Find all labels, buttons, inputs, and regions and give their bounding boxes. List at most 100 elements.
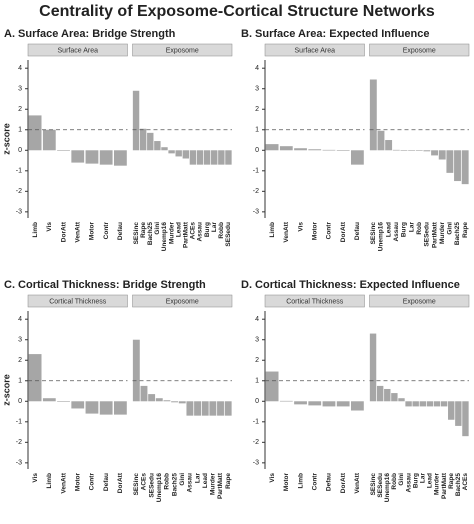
x-tick-label: ACEs: [141, 473, 148, 491]
bar: [265, 144, 279, 151]
y-tick-label: 0: [255, 398, 259, 405]
x-tick-label: Motor: [89, 222, 96, 241]
bar: [350, 401, 364, 411]
bar: [132, 90, 140, 151]
figure-title: Centrality of Exposome-Cortical Structur…: [39, 3, 435, 20]
x-tick-label: VenAtt: [74, 221, 81, 242]
bar: [186, 401, 194, 416]
bar: [148, 394, 156, 402]
facet-strip: [264, 294, 365, 308]
x-tick-label: Gini: [447, 222, 454, 235]
bar: [392, 149, 400, 151]
y-tick-label: 0: [255, 147, 259, 154]
bar: [139, 128, 147, 151]
bar: [182, 150, 190, 159]
x-tick-label: Gini: [154, 222, 161, 235]
x-tick-label: Unemp16: [161, 222, 168, 252]
facet-strip: [369, 43, 470, 57]
y-tick-label: -1: [253, 419, 259, 426]
bar: [168, 150, 175, 154]
x-tick-label: PartMatt: [441, 472, 448, 499]
x-tick-label: Gini: [179, 473, 186, 486]
y-tick-label: -2: [253, 439, 259, 446]
x-tick-label: Contr: [89, 473, 96, 491]
x-tick-label: Defau: [326, 473, 333, 491]
x-tick-label: Motor: [74, 473, 81, 492]
bar: [42, 129, 56, 151]
x-tick-label: Lar: [420, 473, 427, 484]
bar: [178, 401, 186, 404]
facet-label: Exposome: [166, 47, 199, 54]
facet-strip: [132, 294, 233, 308]
x-tick-label: SESedu: [148, 473, 155, 498]
bar: [448, 401, 455, 420]
x-tick-label: Robb: [391, 473, 398, 490]
bar: [308, 149, 322, 151]
panel-title: D. Cortical Thickness: Expected Influenc…: [241, 279, 460, 291]
x-tick-label: Defau: [354, 222, 361, 240]
x-tick-label: PartMatt: [431, 221, 438, 248]
bar: [400, 150, 408, 151]
y-tick-label: 4: [255, 316, 259, 323]
y-tick-label: 3: [18, 86, 22, 93]
x-tick-label: Vis: [32, 473, 39, 483]
x-tick-label: Burg: [401, 222, 408, 237]
bar: [217, 401, 224, 416]
bar: [294, 148, 307, 151]
y-axis-label: z-score: [1, 374, 11, 406]
x-tick-label: DorAtt: [340, 221, 347, 242]
bar: [398, 398, 405, 402]
facet-label: Exposome: [403, 47, 436, 54]
x-tick-label: Gini: [398, 473, 405, 486]
x-tick-label: Bach25: [454, 222, 461, 246]
bar: [376, 385, 384, 402]
x-tick-label: Rape: [225, 473, 232, 489]
y-tick-label: -3: [253, 460, 259, 467]
bar: [462, 401, 469, 437]
facet-strip: [27, 43, 128, 57]
bar: [369, 79, 377, 151]
x-tick-label: SESinc: [133, 473, 140, 496]
x-tick-label: Burg: [412, 473, 419, 488]
x-tick-label: PartMatt: [183, 221, 190, 248]
facet-label: Cortical Thickness: [49, 298, 107, 305]
y-tick-label: 1: [255, 378, 259, 385]
facet-label: Surface Area: [58, 47, 99, 54]
y-tick-label: 2: [255, 106, 259, 113]
y-tick-label: 1: [255, 127, 259, 134]
x-tick-label: Lar: [211, 222, 218, 233]
y-tick-label: 0: [18, 147, 22, 154]
bar: [461, 150, 469, 185]
bar: [419, 401, 427, 407]
x-tick-label: Murder: [434, 473, 441, 496]
y-tick-label: 4: [18, 65, 22, 72]
bar: [454, 150, 461, 182]
bar: [209, 401, 217, 416]
x-tick-label: Rob: [416, 222, 423, 235]
panel-title: A. Surface Area: Bridge Strength: [4, 28, 176, 40]
bar: [99, 401, 113, 415]
x-tick-label: SESedu: [424, 222, 431, 247]
x-tick-label: Rape: [140, 222, 147, 238]
bar: [265, 371, 279, 402]
x-tick-label: Assau: [393, 222, 400, 242]
y-tick-label: 4: [255, 65, 259, 72]
bar: [385, 140, 393, 151]
x-tick-label: Limb: [46, 473, 53, 489]
bar: [113, 401, 127, 415]
y-tick-label: 2: [255, 357, 259, 364]
x-tick-label: Vis: [46, 222, 53, 232]
bar: [85, 150, 99, 164]
bar: [440, 401, 448, 407]
facet-label: Exposome: [403, 298, 436, 305]
bar: [279, 146, 293, 151]
x-tick-label: Lead: [175, 222, 182, 237]
y-tick-label: 2: [18, 357, 22, 364]
x-tick-label: VenAtt: [283, 221, 290, 242]
x-tick-label: Contr: [311, 473, 318, 491]
x-tick-label: Unemp16: [378, 222, 385, 252]
y-tick-label: -2: [16, 439, 22, 446]
y-tick-label: 0: [18, 398, 22, 405]
x-tick-label: Rape: [462, 222, 469, 238]
